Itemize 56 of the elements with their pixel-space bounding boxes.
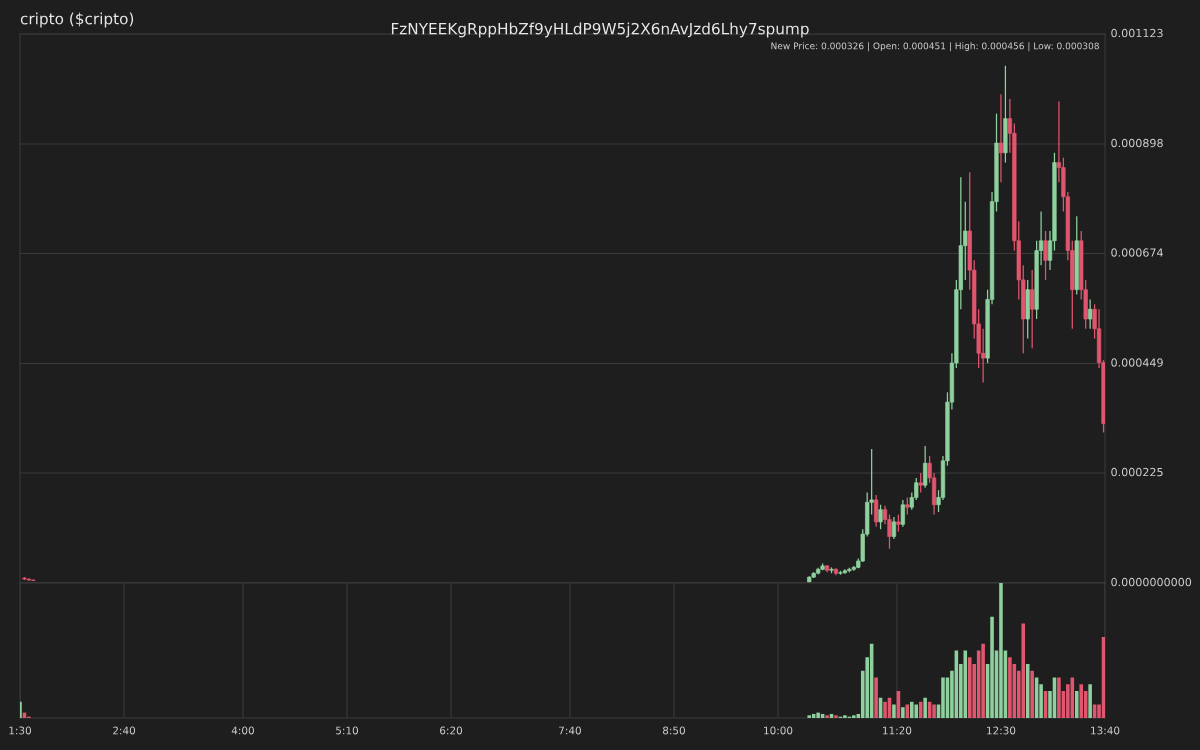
bar (883, 701, 887, 718)
bar (1101, 637, 1105, 718)
bar (909, 701, 914, 718)
x-tick-label: 6:20 (440, 726, 463, 735)
bar (914, 704, 919, 718)
candlestick (918, 472, 923, 494)
x-tick-label: 11:20 (883, 726, 912, 735)
candlestick (891, 516, 897, 540)
x-tick-label: 2:40 (113, 726, 136, 735)
x-tick-label: 12:30 (987, 726, 1016, 735)
candlestick (878, 504, 883, 530)
bar (834, 715, 838, 718)
candlestick (1030, 269, 1035, 349)
x-tick-label: 1:30 (9, 726, 31, 735)
chart-subtitle: FzNYEEKgRppHbZf9yHLdP9W5j2X6nAvJzd6Lhy7spump (391, 22, 809, 38)
bar (990, 616, 994, 718)
bar (825, 715, 829, 718)
x-tick-label: 4:00 (231, 726, 254, 735)
annotation: New Price: 0.000326 | Open: 0.000451 | High: 0.000456 | Low: 0.000308 (771, 42, 1099, 52)
bar (1079, 684, 1083, 718)
candlestick (1088, 298, 1093, 330)
bar (932, 704, 936, 718)
y-tick-label: 0.000225 (1111, 467, 1163, 477)
bar (807, 715, 812, 718)
bar (843, 715, 847, 718)
chart-title: cripto ($cripto) (20, 12, 134, 28)
bar (1088, 684, 1092, 718)
bar (941, 677, 945, 718)
y-tick-label: 0.001123 (1111, 28, 1163, 38)
bar (1030, 670, 1034, 718)
x-tick-label: 7:40 (559, 726, 581, 735)
bar (852, 715, 856, 718)
y-tick-label: 0.000674 (1111, 248, 1163, 257)
candlestick (900, 499, 905, 528)
bar (892, 704, 896, 718)
y-tick-label: 0.000898 (1111, 138, 1163, 148)
y-tick-label: 0.000449 (1111, 358, 1163, 367)
x-tick-label: 10:00 (764, 726, 793, 735)
y-tick-label: 0.0000000000 (1111, 577, 1192, 587)
bar (923, 697, 927, 718)
bar (981, 643, 985, 718)
bar (967, 657, 972, 718)
candlestick (998, 93, 1004, 183)
candlestick (1043, 230, 1048, 281)
candlestick (923, 445, 928, 489)
bar (816, 712, 820, 718)
bar (1057, 677, 1061, 718)
bar (1008, 657, 1012, 718)
bar (1021, 623, 1026, 718)
candlestick (873, 494, 879, 528)
x-tick-label: 5:10 (336, 726, 358, 735)
x-tick-label: 13:40 (1091, 726, 1120, 735)
bar (1074, 691, 1079, 718)
bar (901, 707, 905, 718)
bar (874, 677, 878, 718)
x-tick-label: 8:50 (662, 726, 685, 735)
